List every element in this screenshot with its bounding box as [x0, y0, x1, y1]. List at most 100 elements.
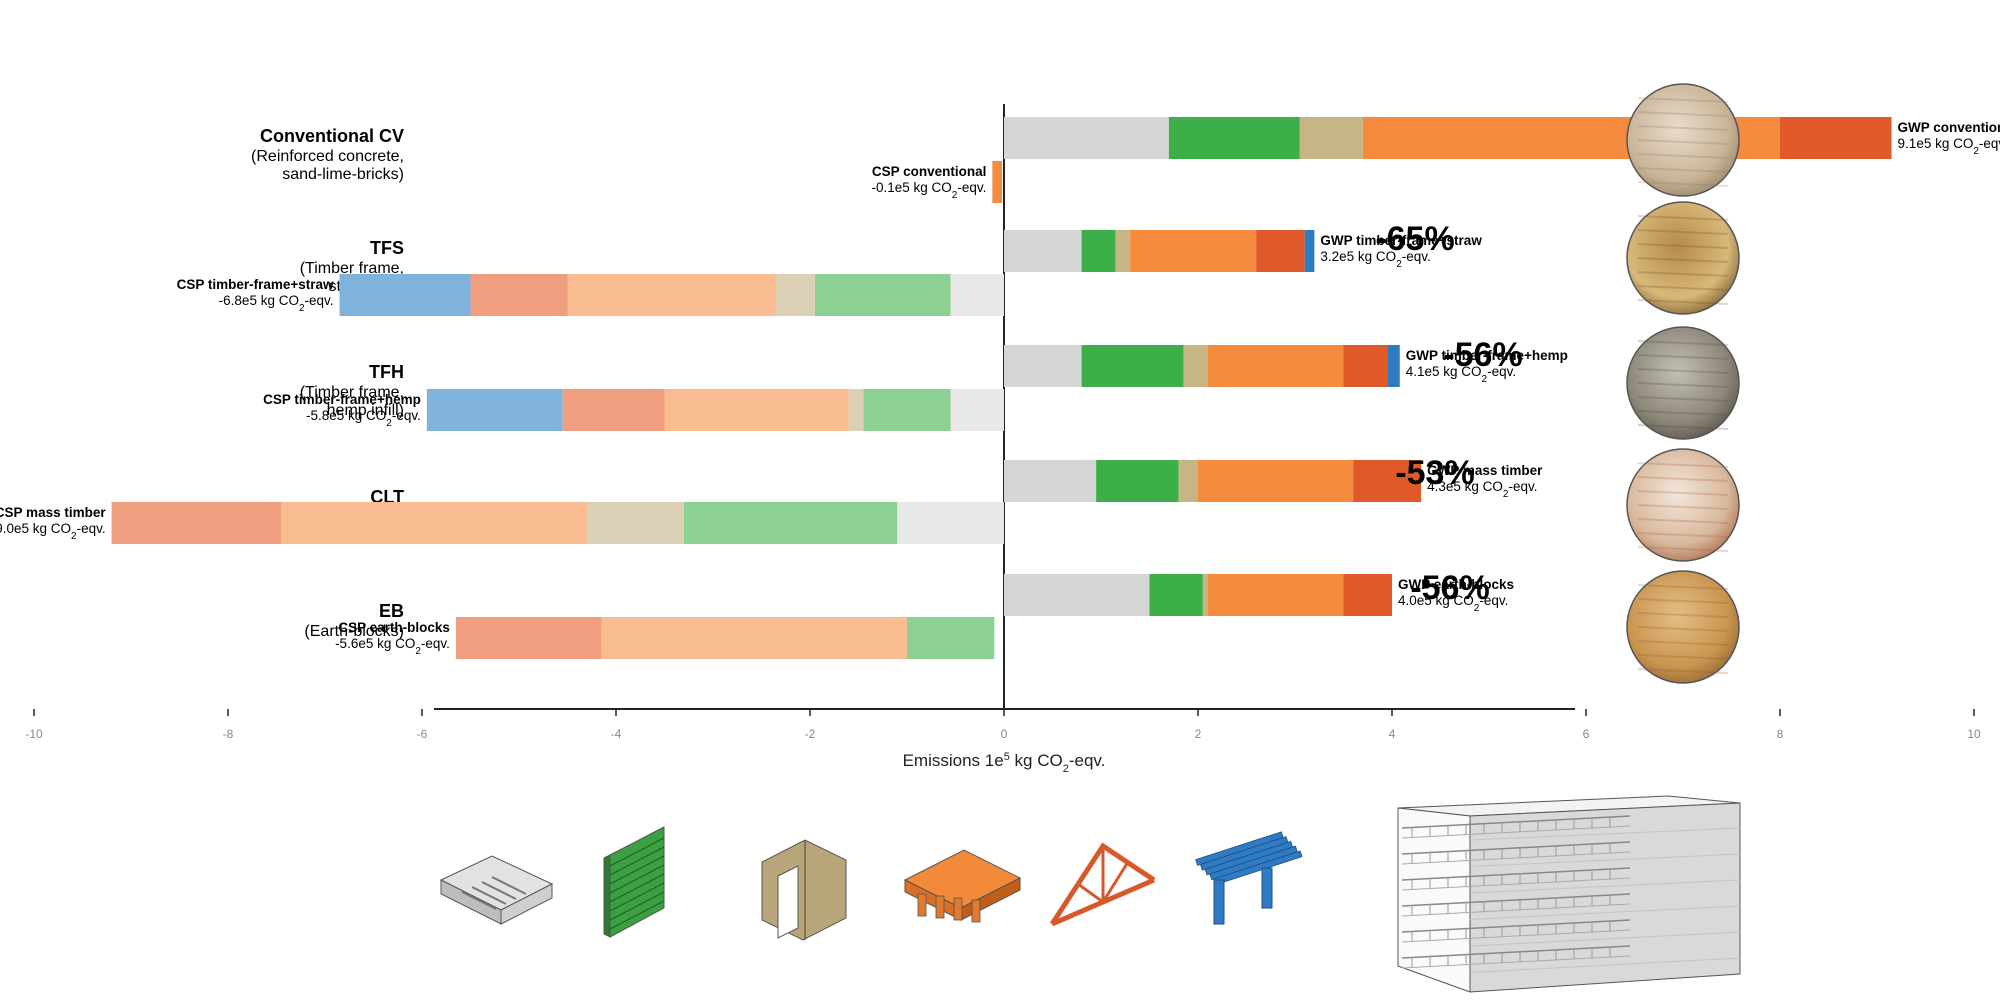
gwp-bar-value: 3.2e5 kg CO2-eqv.: [1320, 249, 1430, 270]
photo-texture: [1637, 476, 1729, 482]
material-photos: [1626, 83, 1740, 684]
x-axis-label: Emissions 1e5 kg CO2-eqv.: [903, 751, 1106, 775]
x-axis: -10 -8 -6 -4 -2 0 2 4 6 8 10 Emissions 1e5 kg CO2-e…: [25, 104, 1981, 775]
gwp-bar-value: 9.1e5 kg CO2-eqv.: [1898, 136, 2000, 157]
building-left-face: [1397, 807, 1471, 993]
brick-course: [609, 846, 665, 876]
photo-conventional-wall: [1626, 83, 1740, 197]
pergola-icon: [1195, 831, 1303, 925]
photo-texture: [1637, 462, 1729, 468]
floor-line: [1469, 853, 1741, 867]
category-name: Conventional CV: [260, 126, 404, 146]
gwp-bar-segment: [1004, 574, 1150, 616]
gwp-bar-value: 4.1e5 kg CO2-eqv.: [1406, 364, 1516, 385]
photo-texture: [1637, 424, 1729, 430]
csp-bar-value: -5.8e5 kg CO2-eqv.: [306, 408, 421, 429]
gwp-bar-segment: [1343, 574, 1392, 616]
floor-line: [1469, 905, 1741, 920]
csp-bar-value: -9.0e5 kg CO2-eqv.: [0, 521, 106, 542]
photo-straw-infill: [1626, 201, 1740, 315]
photo-texture: [1637, 626, 1729, 632]
photo-texture: [1637, 271, 1729, 277]
bars: [111, 117, 1892, 659]
csp-bar-segment: [601, 617, 907, 659]
csp-bar-segment: [339, 274, 471, 316]
brick-course: [609, 837, 665, 867]
category-name: EB: [379, 601, 404, 621]
floor-line: [1469, 931, 1741, 947]
photo-texture: [1637, 257, 1729, 263]
csp-bar-label: CSP conventional: [872, 164, 987, 179]
brick-course: [609, 855, 665, 885]
photo-texture: [1637, 518, 1729, 524]
csp-bar-segment: [470, 274, 568, 316]
csp-bar-segment: [776, 274, 815, 316]
wall-edge: [603, 854, 611, 938]
x-tick-label: -8: [223, 727, 234, 741]
csp-bar-segment: [992, 161, 1003, 203]
gwp-bar-segment: [1081, 230, 1116, 272]
reduction-percent: -65%: [1375, 220, 1454, 258]
floor-line: [1469, 957, 1741, 973]
slab-icon: [439, 855, 554, 925]
photo-texture: [1637, 396, 1729, 402]
bar-labels: GWP conventional9.1e5 kg CO2-eqv. CSP con…: [0, 120, 2000, 657]
floor-line: [1469, 827, 1741, 841]
gwp-bar-segment: [1387, 345, 1400, 387]
joist: [917, 893, 927, 917]
gwp-bar-segment: [1004, 230, 1082, 272]
photo-texture: [1637, 215, 1729, 221]
csp-bar-value: -0.1e5 kg CO2-eqv.: [871, 180, 986, 201]
roof-truss-icon: [1049, 842, 1156, 927]
reduction-percent: -56%: [1443, 336, 1522, 374]
csp-bar-segment: [907, 617, 995, 659]
brick-course: [609, 891, 665, 921]
rebar: [461, 891, 497, 910]
rebar: [481, 881, 517, 900]
brick-wall-icon: [603, 826, 665, 938]
gwp-bar-value: 4.0e5 kg CO2-eqv.: [1398, 593, 1508, 614]
photo-texture: [1637, 299, 1729, 305]
photo-texture: [1637, 167, 1729, 173]
brick-course: [609, 873, 665, 903]
csp-bar-segment: [586, 502, 684, 544]
gwp-bar-segment: [1178, 460, 1198, 502]
gwp-bar-segment: [1004, 117, 1169, 159]
category-name: TFH: [369, 362, 404, 382]
photo-earth-blocks: [1626, 570, 1740, 684]
gwp-bar-segment: [1149, 574, 1203, 616]
photo-circle: [1626, 570, 1740, 684]
truss-web: [1077, 882, 1104, 904]
photo-texture: [1637, 111, 1729, 117]
photo-texture: [1637, 354, 1729, 360]
photo-texture: [1637, 382, 1729, 388]
csp-bar-segment: [455, 617, 602, 659]
photo-texture: [1637, 490, 1729, 496]
gwp-bar-label: GWP timber-frame+straw: [1320, 233, 1482, 248]
photo-texture: [1637, 229, 1729, 235]
gwp-bar-segment: [1183, 345, 1208, 387]
category-description: (Earth-blocks): [304, 623, 404, 640]
gwp-bar-label: GWP timber-frame+hemp: [1406, 348, 1568, 363]
gwp-bar-segment: [1004, 345, 1082, 387]
timber-floor-icon: [903, 849, 1022, 923]
csp-bar-segment: [950, 274, 1004, 316]
category-description: hemp infill): [327, 402, 404, 419]
gwp-bar-segment: [1207, 345, 1344, 387]
joist: [953, 897, 963, 921]
photo-texture: [1637, 153, 1729, 159]
gwp-bar-segment: [1299, 117, 1363, 159]
gwp-bar-segment: [1081, 345, 1184, 387]
gwp-bar-segment: [1256, 230, 1305, 272]
reduction-labels: -65% -56% -53% -56%: [1375, 220, 1522, 607]
csp-bar-segment: [664, 389, 849, 431]
csp-bar-segment: [567, 274, 777, 316]
csp-bar-segment: [111, 502, 282, 544]
csp-bar-segment: [950, 389, 1004, 431]
gwp-bar-label: GWP mass timber: [1427, 463, 1543, 478]
gwp-bar-segment: [1096, 460, 1179, 502]
component-icons: [439, 826, 1303, 941]
gwp-bar-segment: [1780, 117, 1892, 159]
csp-bar-label: CSP earth-blocks: [338, 620, 450, 635]
gwp-bar-segment: [1130, 230, 1257, 272]
